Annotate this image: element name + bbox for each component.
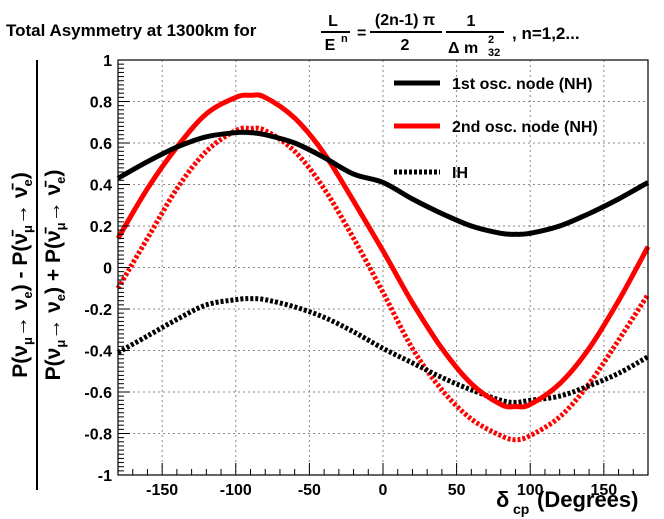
x-tick-label-4: 50 bbox=[448, 482, 466, 499]
series-line-1st-osc-node-nh- bbox=[116, 129, 650, 237]
y-tick-label-10: 1 bbox=[103, 53, 112, 70]
title-right-denominator-sub: 32 bbox=[488, 47, 500, 59]
title-frac-numerator: L bbox=[328, 13, 338, 30]
x-axis-label-text: (Degrees) bbox=[537, 487, 638, 512]
x-axis-label-subscript: cp bbox=[513, 501, 529, 517]
x-tick-label-3: 0 bbox=[379, 482, 388, 499]
x-tick-label-1: -100 bbox=[220, 482, 252, 499]
y-axis-label: P(νμ→ νe) - P(ν̄μ→ ν̄e) P(νμ→ νe) + P(ν̄… bbox=[9, 60, 68, 490]
x-tick-label-2: -50 bbox=[298, 482, 321, 499]
axes-frame bbox=[117, 59, 649, 476]
title-right-denominator-sup: 2 bbox=[488, 34, 494, 46]
data-curves bbox=[115, 92, 651, 443]
title-equals: = bbox=[357, 25, 366, 42]
series-line-2nd-osc-node-nh- bbox=[115, 92, 651, 410]
title-mid-denominator: 2 bbox=[401, 37, 410, 54]
x-tick-label-5: 100 bbox=[517, 482, 544, 499]
x-tick-label-0: -150 bbox=[146, 482, 178, 499]
title-suffix: , n=1,2... bbox=[512, 24, 580, 43]
y-tick-label-3: -0.4 bbox=[84, 344, 112, 361]
title-right-denominator: Δ m bbox=[448, 40, 478, 57]
y-axis-label-denominator: P(νμ→ νe) + P(ν̄μ→ ν̄e) bbox=[42, 170, 68, 381]
series-line-ih-2nd-node- bbox=[115, 125, 651, 443]
legend-label-2: IH bbox=[452, 165, 468, 182]
legend-label-1: 2nd osc. node (NH) bbox=[452, 119, 598, 136]
title-mid-numerator: (2n-1) π bbox=[375, 12, 435, 29]
y-axis-label-numerator: P(νμ→ νe) - P(ν̄μ→ ν̄e) bbox=[9, 172, 35, 377]
y-tick-label-8: 0.6 bbox=[90, 136, 112, 153]
title-frac-denominator-sup: n bbox=[341, 33, 348, 45]
tick-labels: -150 -100 -50 0 50 100 150 -1 -0.8 -0.6 -0.4 -0.2 0 0… bbox=[84, 53, 617, 499]
y-tick-label-7: 0.4 bbox=[90, 178, 112, 195]
chart-title: Total Asymmetry at 1300km for L E n = (2… bbox=[6, 12, 580, 59]
y-tick-label-9: 0.8 bbox=[90, 95, 112, 112]
title-prefix: Total Asymmetry at 1300km for bbox=[6, 21, 257, 40]
y-tick-label-6: 0.2 bbox=[90, 219, 112, 236]
series-line-ih bbox=[116, 296, 650, 405]
legend-label-0: 1st osc. node (NH) bbox=[452, 76, 592, 93]
y-tick-label-2: -0.6 bbox=[84, 385, 112, 402]
y-tick-label-1: -0.8 bbox=[84, 427, 112, 444]
x-tick-label-6: 150 bbox=[590, 482, 617, 499]
y-tick-label-4: -0.2 bbox=[84, 302, 112, 319]
title-frac-denominator: E bbox=[325, 37, 336, 54]
x-axis-label: δ cp (Degrees) bbox=[496, 487, 638, 517]
y-tick-label-0: -1 bbox=[98, 468, 112, 485]
title-right-numerator: 1 bbox=[467, 13, 476, 30]
y-tick-label-5: 0 bbox=[103, 261, 112, 278]
x-axis-label-symbol: δ bbox=[496, 487, 509, 512]
legend: 1st osc. node (NH) 2nd osc. node (NH) IH bbox=[394, 76, 598, 182]
